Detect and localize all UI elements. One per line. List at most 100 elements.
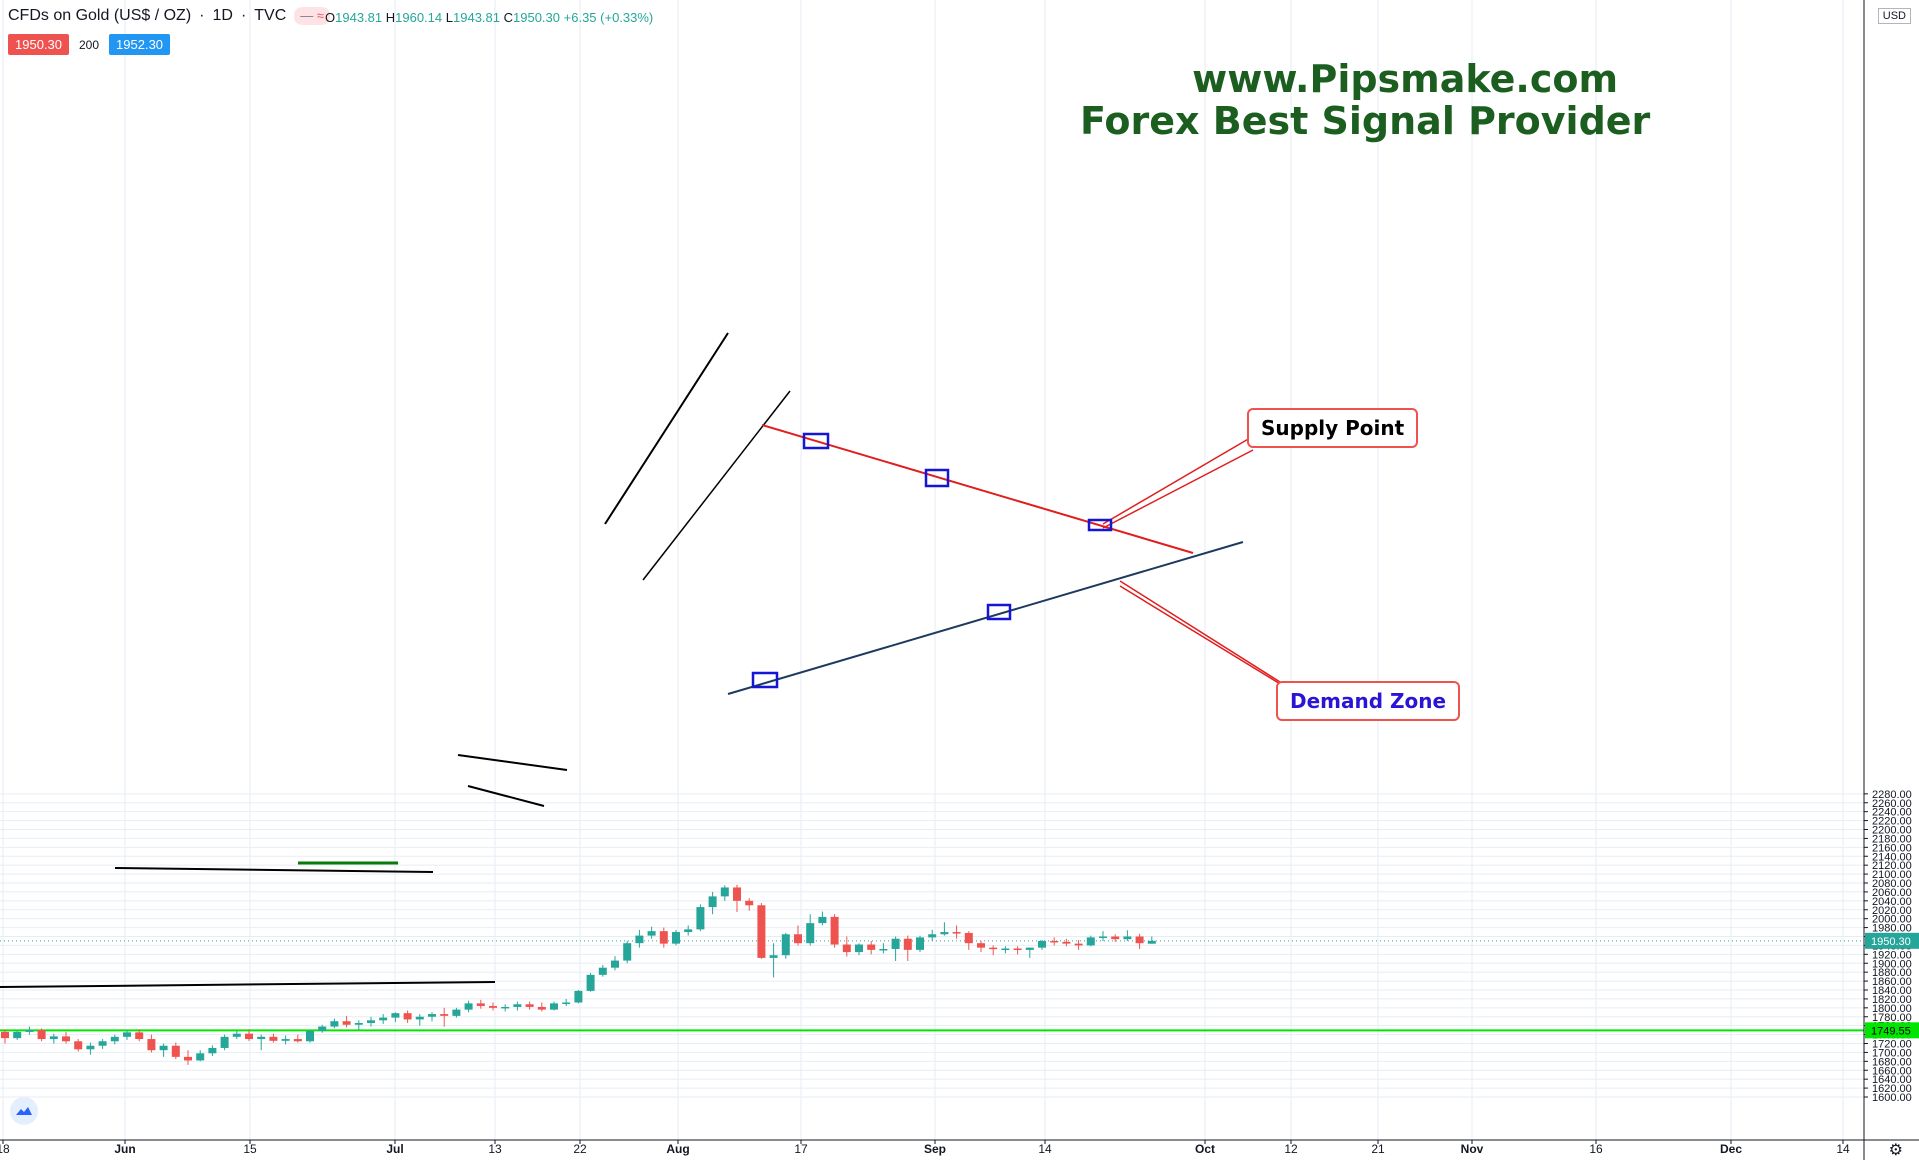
tradingview-icon[interactable] (10, 1097, 38, 1125)
dash-icon: — (300, 8, 314, 23)
currency-badge[interactable]: USD (1877, 8, 1911, 24)
price-tick-label: 1780.00 (1872, 1012, 1912, 1024)
supply-pointer (1102, 437, 1251, 525)
candle-body (1111, 936, 1120, 940)
candle-body (49, 1036, 58, 1040)
price-tick-label: 2080.00 (1872, 878, 1912, 890)
watermark-text: www.Pipsmake.com Forex Best Signal Provi… (1080, 58, 1650, 142)
candle-body (257, 1036, 266, 1040)
candle-body (586, 974, 595, 991)
candle-body (537, 1006, 546, 1010)
candle-body (1001, 948, 1010, 951)
candle-body (1038, 940, 1046, 948)
price-tick-label: 2160.00 (1872, 842, 1912, 854)
tradingview-logo-icon (16, 1107, 32, 1115)
candle-body (342, 1021, 351, 1025)
ohlc-readout: O1943.81 H1960.14 L1943.81 C1950.30 +6.3… (325, 10, 653, 25)
price-axis-bg (1864, 0, 1919, 1160)
candle-body (354, 1022, 363, 1025)
candle-body (123, 1032, 131, 1037)
horizontal-level-tag (1865, 1022, 1919, 1039)
supply-pointer (1102, 449, 1254, 529)
chart-grid (0, 0, 1864, 1140)
candle-body (684, 929, 693, 933)
candle-body (489, 1006, 497, 1008)
price-tick-label: 1600.00 (1872, 1092, 1912, 1104)
trend-drawings (0, 332, 1291, 988)
candle-body (952, 932, 961, 934)
candle-body (879, 948, 888, 951)
candle-body (647, 931, 656, 936)
candle-body (745, 900, 754, 906)
symbol-name[interactable]: CFDs on Gold (US$ / OZ) (8, 7, 192, 24)
candle-body (452, 1009, 461, 1016)
candle-body (25, 1030, 34, 1032)
time-tick-label: Jul (386, 1142, 403, 1156)
candle-body (720, 887, 729, 897)
pivot-box (751, 671, 779, 689)
demand-zone-callout[interactable]: Demand Zone (1276, 681, 1461, 721)
candle-body (391, 1013, 400, 1018)
candle-body (757, 905, 766, 958)
candle-body (525, 1004, 534, 1007)
candle-body (428, 1014, 436, 1017)
price-tick-label: 2000.00 (1872, 914, 1912, 926)
candle-body (37, 1030, 46, 1040)
high-label: H (385, 10, 396, 25)
price-tick-label: 1700.00 (1872, 1047, 1912, 1059)
market-mode-badge[interactable]: — ≈ (294, 7, 331, 25)
candle-body (1050, 940, 1059, 943)
candle-body (513, 1004, 522, 1007)
brand-url: www.Pipsmake.com (1192, 57, 1619, 101)
buy-button[interactable]: 1952.30 (109, 34, 171, 55)
price-tick-label: 1980.00 (1872, 923, 1912, 935)
candle-body (1074, 943, 1083, 946)
time-tick-label: Dec (1720, 1142, 1742, 1156)
support-trendline (727, 541, 1244, 695)
candle-body (415, 1016, 424, 1020)
candle-body (794, 934, 802, 944)
close-value: 1950.30 (513, 10, 561, 25)
candle-body (208, 1047, 217, 1054)
candle-body (940, 932, 949, 935)
candle-body (220, 1036, 229, 1048)
time-tick-label: 14 (1836, 1142, 1850, 1156)
price-tick-label: 1800.00 (1872, 1003, 1912, 1015)
price-tick-label: 1860.00 (1872, 976, 1912, 988)
sell-button[interactable]: 1950.30 (8, 34, 69, 55)
candle-body (98, 1041, 107, 1046)
price-tick-label: 1900.00 (1872, 958, 1912, 970)
candle-body (867, 944, 876, 950)
candle-body (1086, 937, 1095, 946)
channel-upper-line (604, 332, 729, 525)
price-axis: 1600.001620.001640.001660.001680.001700.… (1863, 0, 1919, 1160)
time-tick-label: 15 (243, 1142, 257, 1156)
time-tick-label: 16 (1589, 1142, 1603, 1156)
time-tick-label: 22 (573, 1142, 587, 1156)
price-tick-label: 2200.00 (1872, 825, 1912, 837)
demand-pointer (1119, 585, 1291, 691)
candle-body (293, 1039, 302, 1042)
price-tick-label: 1640.00 (1872, 1074, 1912, 1086)
symbol-header[interactable]: CFDs on Gold (US$ / OZ) · 1D · TVC — ≈ (8, 7, 331, 25)
time-tick-label: 17 (794, 1142, 808, 1156)
brand-tagline: Forex Best Signal Provider (1080, 99, 1651, 143)
candle-body (830, 916, 839, 945)
candle-body (403, 1013, 412, 1020)
candle-body (1062, 941, 1071, 944)
candle-body (306, 1031, 314, 1042)
interval-label[interactable]: 1D (212, 7, 233, 24)
gear-icon[interactable]: ⚙ (1888, 1142, 1903, 1159)
price-tick-label: 2260.00 (1872, 798, 1912, 810)
candle-body (977, 943, 985, 948)
candlestick-series (1, 884, 1156, 1065)
time-tick-label: Oct (1195, 1142, 1215, 1156)
pivot-box (924, 468, 950, 488)
candle-body (659, 931, 668, 944)
consolidation-top-line (114, 867, 434, 873)
candle-body (159, 1045, 168, 1051)
supply-point-callout[interactable]: Supply Point (1247, 408, 1419, 448)
last-price-tag (1865, 932, 1919, 949)
candle-body (476, 1003, 485, 1007)
